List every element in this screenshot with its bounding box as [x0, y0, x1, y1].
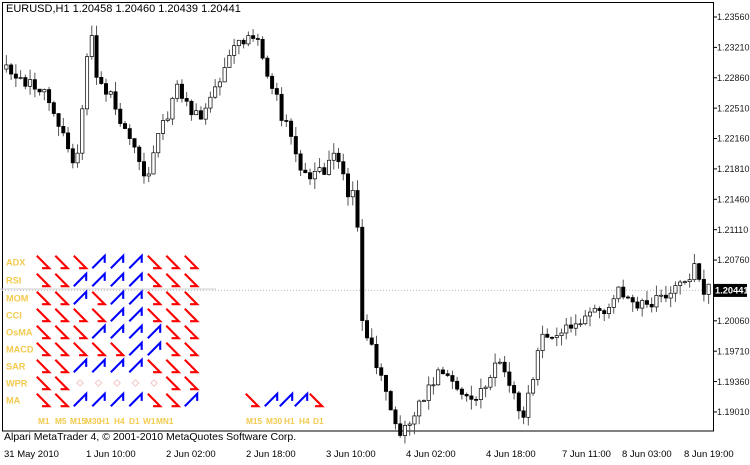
svg-text:MACD: MACD	[6, 345, 34, 355]
svg-text:H4: H4	[299, 416, 310, 426]
svg-text:D1: D1	[129, 416, 140, 426]
svg-text:CCI: CCI	[6, 311, 22, 321]
svg-text:1.21810: 1.21810	[717, 164, 750, 174]
svg-text:1.22510: 1.22510	[717, 103, 750, 113]
svg-text:Alpari MetaTrader 4, © 2001-20: Alpari MetaTrader 4, © 2001-2010 MetaQuo…	[4, 431, 296, 443]
svg-text:1.22860: 1.22860	[717, 73, 750, 83]
svg-text:WPR: WPR	[6, 379, 28, 389]
svg-text:D1: D1	[313, 416, 324, 426]
svg-text:1 Jun 10:00: 1 Jun 10:00	[86, 449, 136, 460]
svg-text:4 Jun 02:00: 4 Jun 02:00	[406, 449, 456, 460]
svg-text:M5: M5	[55, 416, 67, 426]
svg-text:31 May 2010: 31 May 2010	[4, 449, 59, 460]
svg-text:1.20060: 1.20060	[717, 316, 750, 326]
svg-text:3 Jun 10:00: 3 Jun 10:00	[326, 449, 376, 460]
svg-text:RSI: RSI	[6, 276, 21, 286]
svg-text:7 Jun 11:00: 7 Jun 11:00	[562, 449, 611, 460]
svg-text:MA: MA	[6, 396, 21, 406]
svg-text:1.23210: 1.23210	[717, 43, 750, 53]
svg-text:1.19710: 1.19710	[717, 346, 750, 356]
svg-text:2 Jun 18:00: 2 Jun 18:00	[246, 449, 296, 460]
svg-text:ADX: ADX	[6, 258, 26, 268]
svg-text:4 Jun 18:00: 4 Jun 18:00	[486, 449, 536, 460]
svg-text:OsMA: OsMA	[6, 328, 33, 338]
svg-text:MN1: MN1	[156, 416, 174, 426]
svg-text:EURUSD,H1 1.20458 1.20460: EURUSD,H1 1.20458 1.20460 1.20439 1.2044…	[6, 3, 241, 15]
svg-text:W1: W1	[143, 416, 156, 426]
svg-text:SAR: SAR	[6, 362, 26, 372]
svg-text:1.23560: 1.23560	[717, 12, 750, 22]
svg-text:M1: M1	[38, 416, 50, 426]
svg-text:MOM: MOM	[6, 294, 29, 304]
svg-text:2 Jun 02:00: 2 Jun 02:00	[166, 449, 216, 460]
svg-text:1.21460: 1.21460	[717, 194, 750, 204]
svg-text:1.19010: 1.19010	[717, 407, 750, 417]
svg-text:8 Jun 03:00: 8 Jun 03:00	[622, 449, 672, 460]
svg-text:1.22160: 1.22160	[717, 134, 750, 144]
svg-text:H1: H1	[284, 416, 295, 426]
svg-text:1.20441: 1.20441	[715, 286, 749, 296]
svg-text:1.21110: 1.21110	[717, 225, 748, 235]
svg-text:1.19360: 1.19360	[717, 377, 750, 387]
svg-text:1.20760: 1.20760	[717, 255, 750, 265]
svg-text:8 Jun 19:00: 8 Jun 19:00	[684, 449, 734, 460]
svg-text:M15: M15	[246, 416, 263, 426]
svg-text:H1: H1	[99, 416, 110, 426]
svg-text:H4: H4	[114, 416, 125, 426]
svg-text:M30: M30	[266, 416, 283, 426]
